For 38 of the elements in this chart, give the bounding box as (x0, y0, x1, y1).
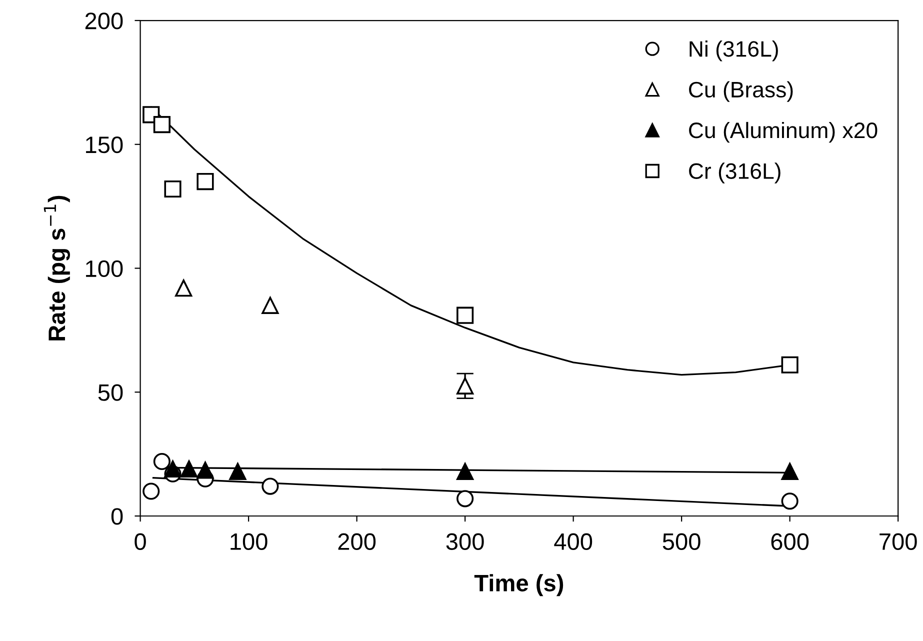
legend-label: Ni (316L) (690, 40, 778, 62)
legend-label: Cr (316L) (689, 162, 780, 184)
x-tick-label: 600 (771, 533, 809, 550)
point (456, 490, 474, 508)
point (175, 280, 192, 297)
point (456, 306, 474, 324)
point (229, 462, 246, 480)
point (153, 116, 170, 134)
x-tick-label: 300 (446, 533, 484, 550)
point (262, 296, 279, 314)
x-tick-label: 100 (230, 533, 268, 550)
y-tick-label: 100 (86, 260, 123, 278)
y-tick-label: 150 (86, 136, 123, 154)
point (180, 460, 198, 478)
point (196, 462, 214, 479)
y-tick-label: 200 (85, 12, 123, 30)
y-tick-label: 0 (111, 508, 123, 525)
legend-label: Cu (Aluminum) x20 (689, 122, 878, 143)
point (781, 356, 798, 374)
point (456, 377, 474, 394)
x-axis-title: Time (s) (474, 574, 564, 596)
point (196, 173, 214, 190)
x-tick-label: 0 (134, 533, 146, 550)
point (456, 462, 474, 480)
legend-label: Cu (Brass) (689, 81, 793, 102)
x-tick-label: 500 (662, 533, 700, 550)
x-tick-label: 200 (338, 533, 376, 550)
point (781, 492, 798, 510)
point (164, 460, 182, 478)
point (164, 180, 182, 198)
y-axis-title: Rate (pg s$^{−1}$) (44, 196, 70, 340)
point (781, 462, 798, 480)
x-tick-label: 400 (554, 533, 592, 550)
y-tick-label: 50 (98, 384, 123, 401)
point (262, 478, 279, 495)
point (153, 452, 170, 470)
point (142, 482, 160, 500)
x-tick-label: 700 (880, 533, 917, 550)
